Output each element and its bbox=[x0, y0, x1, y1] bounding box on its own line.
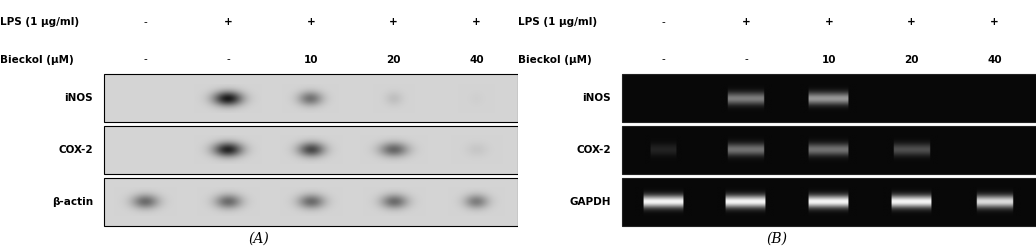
Text: GAPDH: GAPDH bbox=[570, 197, 611, 207]
Text: iNOS: iNOS bbox=[64, 93, 93, 103]
FancyBboxPatch shape bbox=[104, 178, 518, 226]
FancyBboxPatch shape bbox=[622, 178, 1036, 226]
Text: 20: 20 bbox=[904, 55, 919, 64]
Text: -: - bbox=[661, 55, 665, 64]
Text: +: + bbox=[742, 17, 750, 27]
Text: Bieckol (μM): Bieckol (μM) bbox=[518, 55, 592, 64]
Text: -: - bbox=[226, 55, 230, 64]
Text: LPS (1 μg/ml): LPS (1 μg/ml) bbox=[518, 17, 597, 27]
Text: +: + bbox=[990, 17, 999, 27]
Text: COX-2: COX-2 bbox=[577, 145, 611, 155]
Text: 40: 40 bbox=[987, 55, 1002, 64]
Text: 10: 10 bbox=[304, 55, 318, 64]
Text: +: + bbox=[908, 17, 916, 27]
Text: iNOS: iNOS bbox=[582, 93, 611, 103]
Text: +: + bbox=[472, 17, 481, 27]
Text: β-actin: β-actin bbox=[52, 197, 93, 207]
Text: (A): (A) bbox=[249, 232, 269, 246]
Text: -: - bbox=[744, 55, 748, 64]
Text: 10: 10 bbox=[822, 55, 836, 64]
Text: +: + bbox=[390, 17, 398, 27]
Text: +: + bbox=[224, 17, 232, 27]
FancyBboxPatch shape bbox=[622, 126, 1036, 174]
Text: COX-2: COX-2 bbox=[59, 145, 93, 155]
FancyBboxPatch shape bbox=[622, 74, 1036, 122]
Text: 40: 40 bbox=[469, 55, 484, 64]
Text: -: - bbox=[143, 17, 147, 27]
Text: +: + bbox=[825, 17, 833, 27]
Text: Bieckol (μM): Bieckol (μM) bbox=[0, 55, 74, 64]
FancyBboxPatch shape bbox=[104, 74, 518, 122]
Text: -: - bbox=[661, 17, 665, 27]
Text: (B): (B) bbox=[767, 232, 787, 246]
Text: +: + bbox=[307, 17, 315, 27]
Text: LPS (1 μg/ml): LPS (1 μg/ml) bbox=[0, 17, 79, 27]
Text: 20: 20 bbox=[386, 55, 401, 64]
Text: -: - bbox=[143, 55, 147, 64]
FancyBboxPatch shape bbox=[104, 126, 518, 174]
